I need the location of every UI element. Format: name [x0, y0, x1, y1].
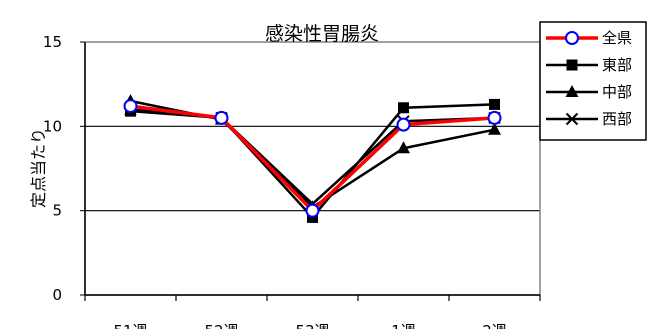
- legend-item-東部: 東部: [546, 56, 632, 74]
- legend-label: 西部: [602, 110, 632, 128]
- data-point: [487, 110, 502, 125]
- x-tick-label: 1週: [391, 322, 416, 329]
- y-tick-label: 10: [43, 117, 62, 135]
- y-tick-label: 5: [52, 202, 62, 220]
- legend-label: 東部: [602, 56, 632, 74]
- data-point: [489, 98, 500, 110]
- legend-marker: [565, 85, 579, 97]
- chart-title: 感染性胃腸炎: [265, 23, 379, 45]
- legend-marker: [565, 112, 579, 126]
- y-tick-labels: 0 5 10 15: [43, 33, 62, 304]
- legend-item-中部: 中部: [546, 83, 632, 101]
- legend-item-西部: 西部: [546, 110, 632, 128]
- data-point: [398, 102, 409, 114]
- x-tick-label: 52週: [204, 322, 238, 329]
- legend-label: 全県: [602, 29, 632, 47]
- x-tick-label: 2週: [482, 322, 507, 329]
- axes: [84, 42, 541, 301]
- y-tick-label: 15: [43, 33, 62, 51]
- x-tick-label: 53週: [295, 322, 329, 329]
- legend-marker: [566, 59, 578, 71]
- data-point: [488, 122, 501, 135]
- data-point: [214, 110, 229, 125]
- legend-marker: [565, 31, 579, 45]
- data-point: [123, 99, 138, 114]
- data-point: [305, 203, 320, 218]
- series-group: [123, 94, 502, 223]
- data-point: [397, 141, 410, 154]
- x-tick-labels: 51週 52週 53週 1週 2週: [113, 322, 506, 329]
- y-tick-label: 0: [52, 286, 62, 304]
- legend-label: 中部: [602, 83, 632, 101]
- y-axis-label: 定点当たり: [29, 128, 48, 208]
- series-全県: [123, 99, 502, 218]
- data-point: [396, 117, 411, 132]
- legend-box: [539, 21, 647, 141]
- legend-item-全県: 全県: [546, 29, 632, 47]
- x-tick-label: 51週: [113, 322, 147, 329]
